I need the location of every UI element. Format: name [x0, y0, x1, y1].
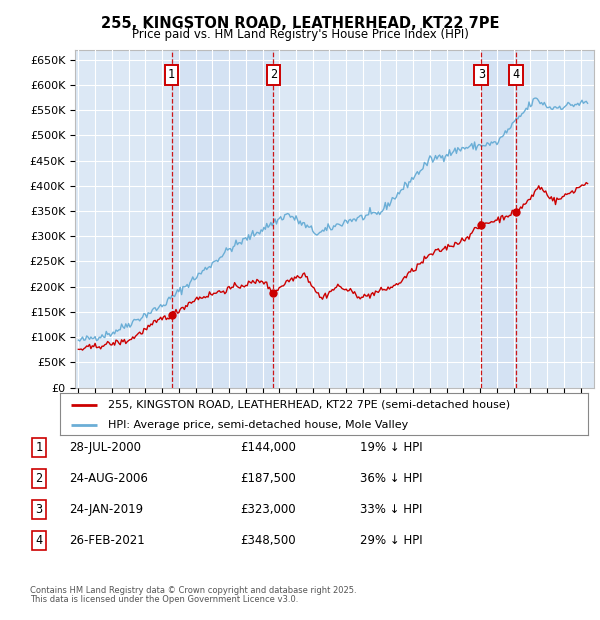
Text: 33% ↓ HPI: 33% ↓ HPI [360, 503, 422, 516]
Text: 255, KINGSTON ROAD, LEATHERHEAD, KT22 7PE: 255, KINGSTON ROAD, LEATHERHEAD, KT22 7P… [101, 16, 499, 31]
Text: HPI: Average price, semi-detached house, Mole Valley: HPI: Average price, semi-detached house,… [107, 420, 408, 430]
Text: 28-JUL-2000: 28-JUL-2000 [69, 441, 141, 454]
Text: 1: 1 [35, 441, 43, 454]
Text: £323,000: £323,000 [240, 503, 296, 516]
Text: 26-FEB-2021: 26-FEB-2021 [69, 534, 145, 547]
Text: 2: 2 [270, 68, 277, 81]
Bar [481, 50, 516, 388]
Text: Price paid vs. HM Land Registry's House Price Index (HPI): Price paid vs. HM Land Registry's House … [131, 28, 469, 41]
Text: 19% ↓ HPI: 19% ↓ HPI [360, 441, 422, 454]
Bar [172, 50, 274, 388]
Text: 3: 3 [35, 503, 43, 516]
Text: 24-AUG-2006: 24-AUG-2006 [69, 472, 148, 485]
Text: 29% ↓ HPI: 29% ↓ HPI [360, 534, 422, 547]
Text: 1: 1 [168, 68, 175, 81]
Text: 36% ↓ HPI: 36% ↓ HPI [360, 472, 422, 485]
Text: £187,500: £187,500 [240, 472, 296, 485]
Text: 255, KINGSTON ROAD, LEATHERHEAD, KT22 7PE (semi-detached house): 255, KINGSTON ROAD, LEATHERHEAD, KT22 7P… [107, 400, 509, 410]
Text: £144,000: £144,000 [240, 441, 296, 454]
Text: This data is licensed under the Open Government Licence v3.0.: This data is licensed under the Open Gov… [30, 595, 298, 604]
Text: 4: 4 [35, 534, 43, 547]
Text: 4: 4 [512, 68, 520, 81]
Text: Contains HM Land Registry data © Crown copyright and database right 2025.: Contains HM Land Registry data © Crown c… [30, 586, 356, 595]
Text: 24-JAN-2019: 24-JAN-2019 [69, 503, 143, 516]
Text: £348,500: £348,500 [240, 534, 296, 547]
Text: 3: 3 [478, 68, 485, 81]
Text: 2: 2 [35, 472, 43, 485]
